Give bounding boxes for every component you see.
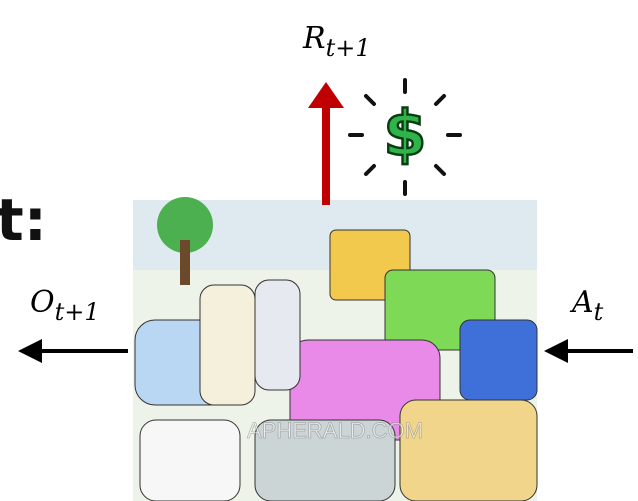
side-text: t: — [0, 186, 47, 254]
cartoon-image: APHERALD.COM — [133, 197, 537, 501]
observation-label: Ot+1 — [30, 285, 100, 326]
slide: t: APHERALD.COM $ Rt+1 Ot+1 At — [0, 0, 638, 501]
symbol: A — [569, 285, 594, 320]
subscript: t+1 — [326, 34, 371, 62]
watermark: APHERALD.COM — [247, 418, 423, 443]
subscript: t — [594, 298, 604, 326]
reward-label: Rt+1 — [302, 21, 371, 62]
symbol: R — [302, 21, 326, 56]
dollar-sign: $ — [383, 97, 426, 170]
dollar-icon: $ — [350, 80, 460, 194]
symbol: O — [30, 285, 55, 320]
subscript: t+1 — [55, 298, 100, 326]
action-label: At — [569, 285, 604, 326]
reward-arrow-head — [308, 82, 344, 108]
